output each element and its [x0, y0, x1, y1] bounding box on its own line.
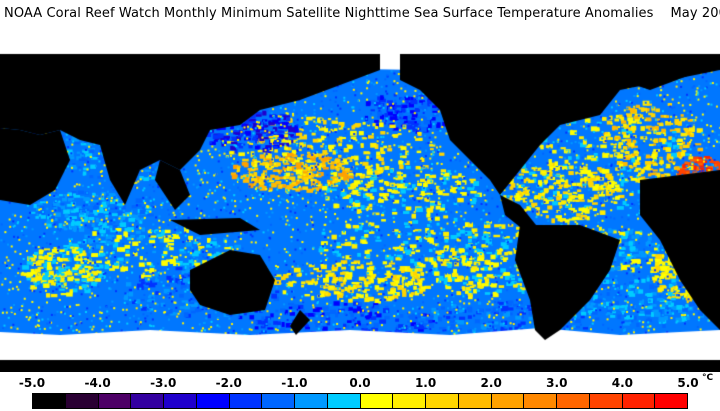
legend-swatch	[557, 394, 590, 408]
legend-swatch	[164, 394, 197, 408]
legend-swatch	[491, 394, 525, 408]
legend-swatch	[393, 394, 426, 408]
legend-tick-label: 4.0	[611, 376, 634, 390]
legend-swatch	[65, 394, 99, 408]
legend-tick-label: -5.0	[18, 376, 46, 390]
legend-swatch	[295, 394, 328, 408]
legend-swatch	[327, 394, 361, 408]
legend-swatch	[98, 394, 132, 408]
legend-tick-label: -4.0	[84, 376, 111, 390]
legend-tick-label: 1.0	[414, 376, 437, 390]
legend-tick-label: 5.0	[677, 376, 699, 390]
legend-swatch	[589, 394, 623, 408]
legend-swatch	[229, 394, 263, 408]
map-title: NOAA Coral Reef Watch Monthly Minimum Sa…	[4, 6, 720, 21]
legend-tick-label: 2.0	[480, 376, 502, 390]
legend-swatch	[458, 394, 492, 408]
color-scale-bar	[32, 393, 688, 409]
legend-swatch	[426, 394, 459, 408]
legend-tick-label: 3.0	[546, 376, 568, 390]
legend-swatch	[655, 394, 687, 408]
legend-labels: -5.0 -4.0 -3.0 -2.0 -1.0 0.0 1.0 2.0 3.0 4.0 5.0 °C	[0, 373, 720, 392]
legend-tick-label: -1.0	[281, 376, 308, 390]
legend-swatch	[262, 394, 295, 408]
sst-anomaly-map	[0, 30, 720, 372]
legend-swatch	[524, 394, 557, 408]
legend-swatch	[196, 394, 230, 408]
legend-swatch	[622, 394, 656, 408]
legend-swatch	[131, 394, 164, 408]
legend-swatch	[33, 394, 66, 408]
legend-tick-label: -3.0	[150, 376, 177, 390]
legend-swatch	[360, 394, 394, 408]
legend-tick-label: 0.0	[349, 376, 371, 390]
legend-unit: °C	[702, 373, 714, 383]
legend-tick-label: -2.0	[215, 376, 242, 390]
